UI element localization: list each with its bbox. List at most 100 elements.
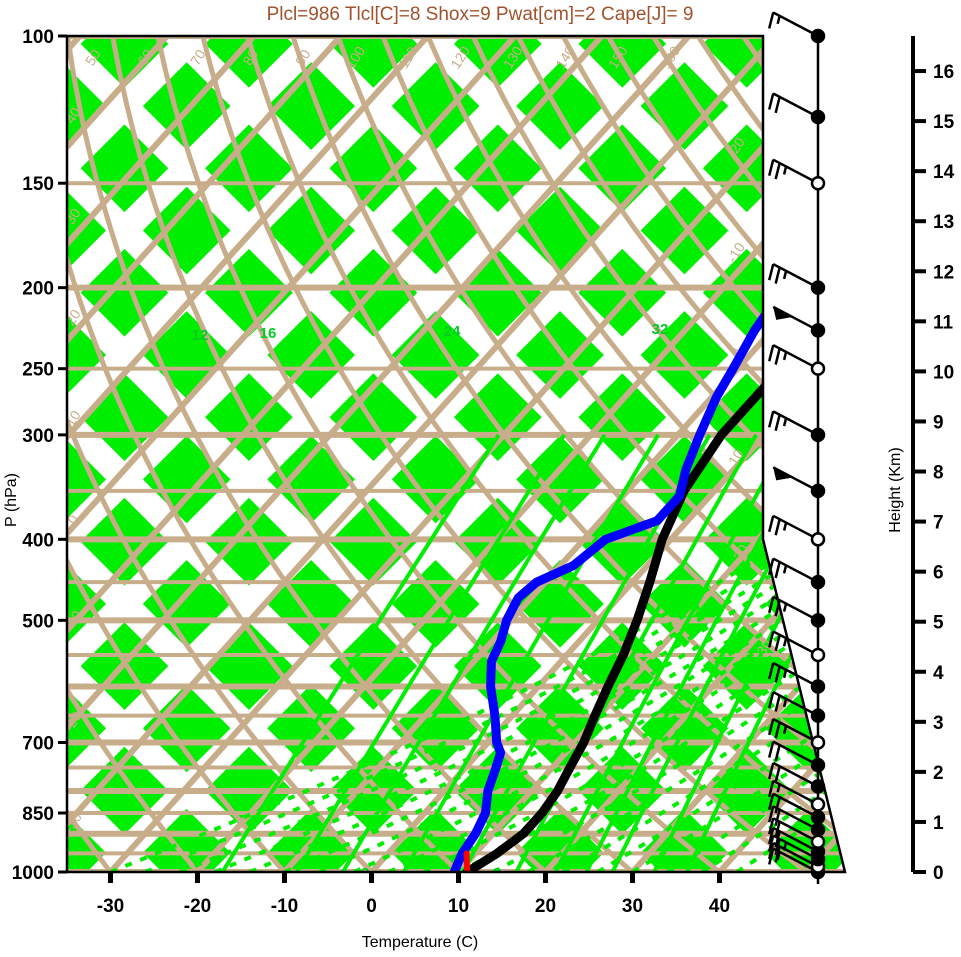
plot-frame (65, 34, 847, 874)
wind-barb (772, 466, 826, 499)
wind-barb (767, 595, 826, 628)
temperature-axis: -30 -20 -10 0 10 20 30 40 (97, 872, 730, 917)
wind-barb (767, 740, 826, 773)
dry-adiabat-label: 70 (187, 46, 209, 68)
wind-level-marker (810, 109, 826, 125)
height-tick-label: 1 (933, 813, 944, 834)
wind-level-marker (810, 323, 826, 338)
wind-level-marker (810, 280, 826, 295)
wind-level-marker (810, 28, 826, 44)
wind-level-marker (810, 175, 826, 191)
wind-barb (767, 717, 826, 750)
isotherm-label-right: 20 (730, 541, 752, 563)
temperature-tick-label: 10 (448, 896, 469, 917)
height-tick-label: 15 (933, 112, 955, 133)
wind-level-marker (810, 809, 826, 825)
pressure-tick-label: 400 (22, 530, 54, 551)
curve-temperature (462, 36, 845, 872)
wind-level-marker (810, 613, 826, 628)
height-tick-label: 0 (933, 863, 944, 884)
pressure-tick-label: 250 (22, 360, 54, 381)
wind-level-marker (810, 822, 826, 837)
height-tick-label: 7 (933, 513, 944, 534)
wind-level-marker (810, 427, 826, 443)
wind-barb (767, 630, 826, 663)
wind-level-marker (810, 679, 826, 694)
wind-barb (767, 557, 826, 590)
dry-adiabat-label: 90 (292, 46, 314, 68)
height-tick-label: 14 (933, 162, 955, 183)
height-tick-label: 10 (933, 362, 954, 383)
height-tick-label: 4 (933, 663, 944, 684)
wind-level-marker (810, 708, 826, 723)
mixing-ratio-label: 16 (260, 325, 277, 342)
temperature-tick-label: 20 (535, 896, 556, 917)
pressure-tick-label: 100 (22, 27, 54, 48)
temperature-tick-label: 0 (366, 896, 377, 917)
dry-adiabat-label: 80 (239, 46, 261, 68)
temperature-tick-label: -20 (184, 896, 211, 917)
wind-level-marker (810, 735, 826, 750)
mixing-ratio-label: 3 (361, 865, 369, 882)
wind-barb (767, 344, 826, 376)
wind-barb (767, 661, 826, 694)
pressure-tick-label: 300 (22, 426, 54, 447)
pressure-tick-label: 200 (22, 279, 54, 300)
temperature-tick-label: 40 (709, 896, 730, 917)
wind-level-marker (810, 757, 826, 773)
wind-level-marker (810, 647, 826, 663)
pressure-tick-label: 850 (22, 804, 54, 825)
wind-level-marker (810, 834, 826, 849)
wind-level-marker (810, 532, 826, 547)
wind-barb (767, 158, 826, 191)
wind-barb (772, 305, 826, 338)
pressure-axis-title: P (hPa) (3, 473, 20, 527)
height-tick-label: 12 (933, 262, 954, 283)
pressure-tick-label: 1000 (12, 863, 54, 884)
height-tick-label: 8 (933, 463, 944, 484)
wind-barb (767, 11, 826, 44)
temperature-axis-title: Temperature (C) (362, 934, 478, 951)
wind-barb (767, 263, 826, 295)
mixing-ratio-label: 8 (493, 865, 501, 882)
height-tick-label: 2 (933, 763, 944, 784)
pressure-axis: 100 150 200 250 300 400 500 700 850 1000 (12, 27, 67, 884)
wind-barb (767, 92, 826, 125)
wind-pennant (773, 306, 794, 320)
height-tick-label: 13 (933, 212, 954, 233)
temperature-tick-label: -30 (97, 896, 124, 917)
temperature-tick-label: 30 (622, 896, 643, 917)
height-tick-label: 9 (933, 412, 944, 433)
pressure-tick-label: 150 (22, 174, 54, 195)
wind-level-marker (810, 574, 826, 590)
wind-level-marker (810, 779, 826, 794)
mixing-ratio-label: 32 (652, 321, 669, 338)
pressure-tick-label: 500 (22, 611, 54, 632)
wind-barb (767, 514, 826, 547)
height-tick-label: 16 (933, 62, 954, 83)
page-title: Plcl=986 Tlcl[C]=8 Shox=9 Pwat[cm]=2 Cap… (267, 4, 694, 25)
dry-adiabat-label: 50 (82, 46, 104, 68)
dry-adiabat-label: 60 (134, 46, 156, 68)
wind-barb (767, 779, 826, 812)
pressure-tick-label: 700 (22, 734, 54, 755)
isotherm-label-right: 10 (725, 446, 747, 468)
wind-barb (767, 690, 826, 723)
height-tick-label: 11 (933, 312, 954, 333)
temperature-tick-label: -10 (271, 896, 298, 917)
wind-barb (767, 410, 826, 443)
wind-level-marker (810, 361, 826, 376)
wind-barb (767, 761, 826, 794)
wind-level-marker (810, 797, 826, 812)
height-tick-label: 6 (933, 563, 944, 584)
wind-barb (767, 817, 826, 849)
wind-level-marker (810, 483, 826, 499)
curve-parcel (463, 850, 471, 872)
wind-barb-column (767, 11, 826, 884)
mixing-ratio-label: 12 (192, 327, 209, 344)
height-axis-title: Height (Km) (887, 447, 904, 532)
height-tick-label: 5 (933, 613, 944, 634)
